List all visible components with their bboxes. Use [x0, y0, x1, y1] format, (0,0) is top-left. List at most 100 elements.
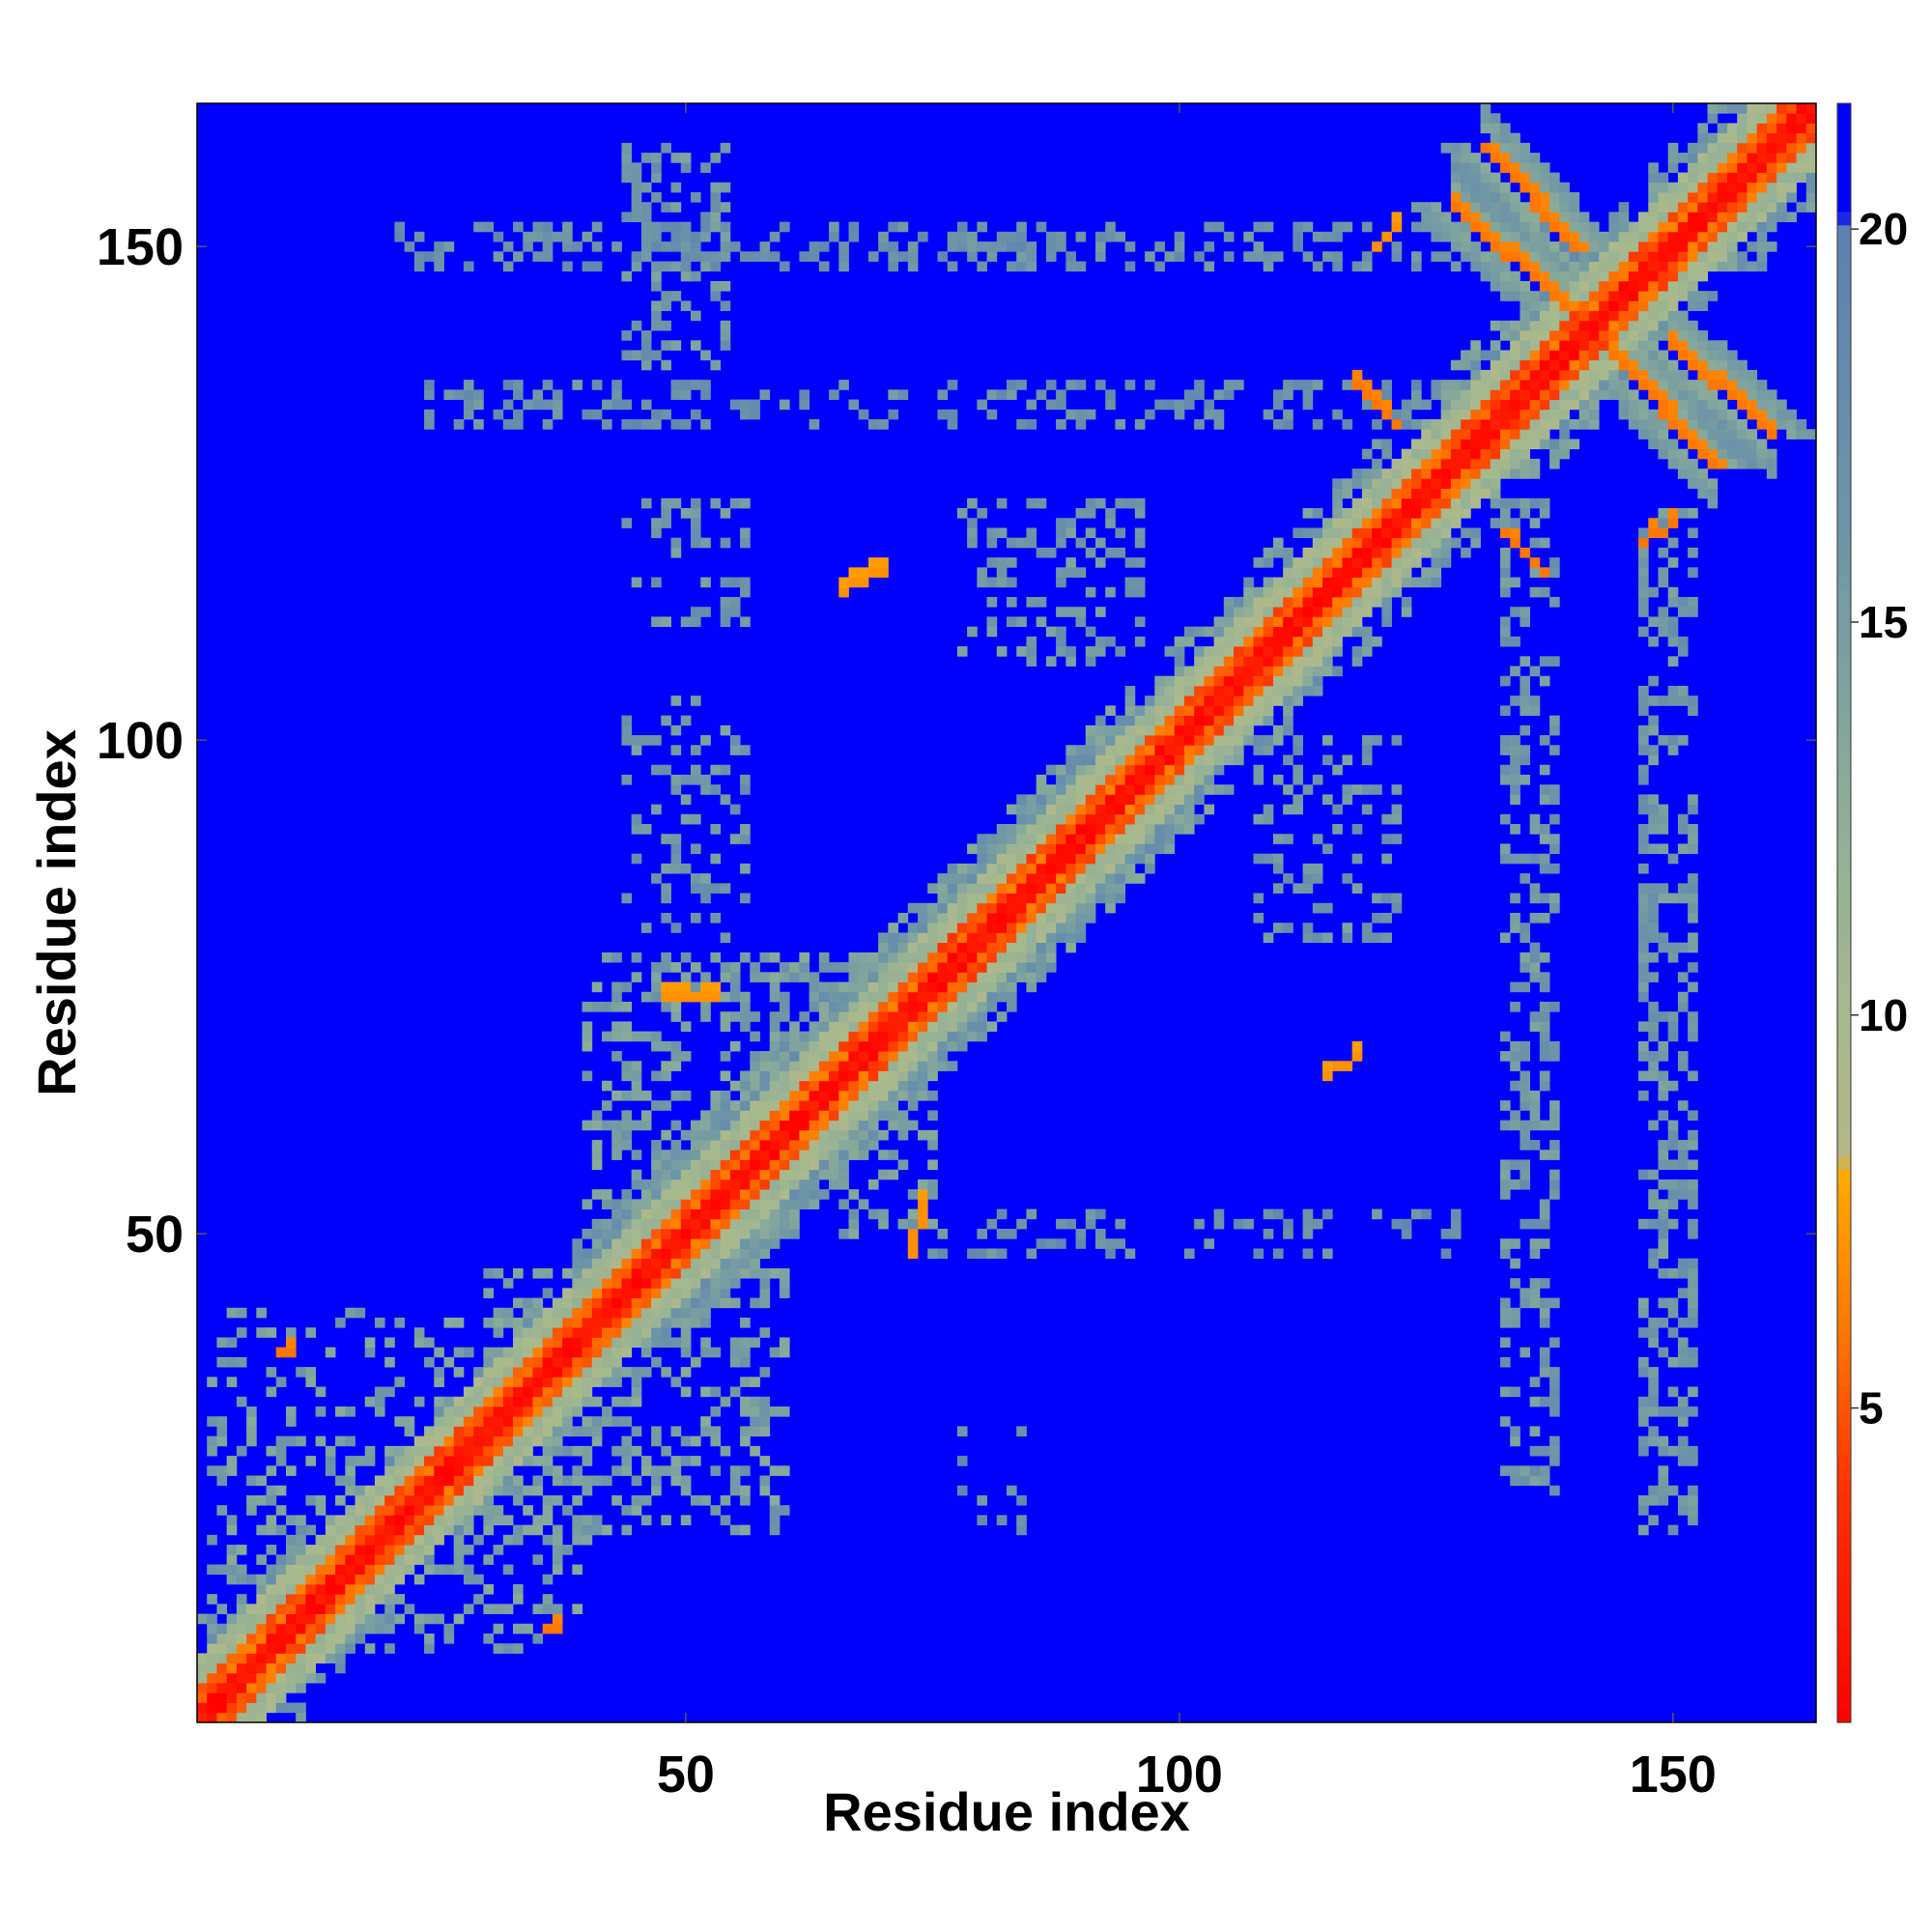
heatmap-cell	[562, 242, 573, 252]
heatmap-cell	[404, 1485, 415, 1496]
heatmap-cell	[493, 1367, 504, 1378]
heatmap-cell	[858, 1090, 869, 1101]
heatmap-cell	[769, 1100, 781, 1111]
heatmap-cell	[651, 1337, 662, 1349]
heatmap-cell	[729, 1120, 741, 1131]
heatmap-cell	[1578, 212, 1590, 223]
heatmap-cell	[1549, 172, 1560, 184]
heatmap-cell	[729, 1150, 741, 1160]
heatmap-cell	[710, 952, 722, 963]
heatmap-cell	[315, 1386, 327, 1398]
heatmap-cell	[878, 1150, 889, 1160]
heatmap-cell	[434, 1465, 444, 1476]
heatmap-cell	[897, 1031, 909, 1042]
heatmap-cell	[631, 1475, 642, 1487]
heatmap-cell	[1361, 754, 1373, 766]
heatmap-cell	[1065, 873, 1076, 884]
heatmap-cell	[434, 1456, 444, 1466]
heatmap-cell	[1510, 518, 1520, 528]
heatmap-cell	[838, 1140, 849, 1151]
heatmap-cell	[483, 1347, 494, 1358]
heatmap-cell	[680, 1347, 692, 1358]
heatmap-cell	[1263, 636, 1274, 647]
heatmap-cell	[1145, 813, 1155, 825]
heatmap-cell	[907, 1189, 919, 1200]
heatmap-cell	[275, 1692, 287, 1703]
heatmap-cell	[1026, 497, 1037, 509]
heatmap-cell	[986, 981, 998, 993]
heatmap-cell	[1677, 409, 1689, 420]
heatmap-cell	[1658, 448, 1669, 460]
heatmap-cell	[700, 1386, 711, 1398]
heatmap-cell	[1697, 439, 1708, 450]
heatmap-cell	[1322, 735, 1333, 746]
heatmap-cell	[216, 1604, 228, 1614]
heatmap-cell	[1688, 1070, 1698, 1082]
heatmap-cell	[1499, 774, 1511, 785]
heatmap-cell	[1707, 478, 1719, 489]
heatmap-cell	[542, 1318, 554, 1328]
heatmap-cell	[1174, 764, 1185, 776]
heatmap-cell	[996, 932, 1008, 944]
heatmap-cell	[463, 261, 474, 272]
heatmap-cell	[1421, 221, 1432, 233]
heatmap-cell	[1283, 547, 1293, 558]
heatmap-cell	[1648, 1001, 1659, 1012]
heatmap-cell	[740, 1485, 751, 1496]
heatmap-cell	[1263, 1229, 1274, 1239]
heatmap-cell	[1105, 389, 1116, 400]
heatmap-cell	[977, 853, 987, 865]
heatmap-cell	[463, 380, 474, 390]
heatmap-cell	[1361, 586, 1373, 598]
heatmap-cell	[700, 873, 711, 884]
heatmap-cell	[296, 1583, 306, 1595]
heatmap-cell	[1154, 399, 1165, 411]
heatmap-cell	[956, 1011, 968, 1022]
heatmap-cell	[1608, 350, 1620, 361]
heatmap-cell	[463, 1406, 474, 1417]
heatmap-cell	[1234, 636, 1244, 647]
heatmap-cell	[1461, 458, 1471, 469]
heatmap-cell	[1499, 221, 1511, 233]
heatmap-cell	[799, 1011, 810, 1022]
heatmap-cell	[750, 1208, 760, 1220]
heatmap-cell	[611, 1199, 622, 1209]
heatmap-cell	[1667, 1218, 1679, 1230]
heatmap-cell	[1677, 1318, 1689, 1328]
heatmap-cell	[1520, 873, 1531, 884]
heatmap-cell	[1638, 1524, 1649, 1536]
heatmap-cell	[1510, 1238, 1520, 1249]
heatmap-cell	[1312, 557, 1323, 568]
heatmap-cell	[1332, 596, 1343, 608]
heatmap-cell	[542, 1377, 554, 1387]
heatmap-cell	[1361, 518, 1373, 528]
heatmap-cell	[483, 1367, 494, 1378]
heatmap-cell	[413, 1485, 425, 1496]
heatmap-cell	[651, 409, 662, 420]
heatmap-cell	[611, 1377, 622, 1387]
heatmap-cell	[1440, 142, 1452, 154]
heatmap-cell	[1381, 231, 1392, 242]
heatmap-cell	[631, 735, 642, 746]
heatmap-cell	[651, 153, 662, 163]
heatmap-cell	[1490, 359, 1501, 371]
heatmap-cell	[700, 1416, 711, 1427]
heatmap-cell	[1688, 242, 1698, 252]
heatmap-cell	[937, 251, 949, 262]
heatmap-cell	[1243, 735, 1254, 746]
heatmap-cell	[1007, 380, 1017, 390]
heatmap-cell	[651, 1307, 662, 1319]
heatmap-cell	[937, 952, 949, 963]
heatmap-cell	[345, 1643, 355, 1654]
heatmap-cell	[888, 1061, 898, 1071]
heatmap-cell	[888, 1040, 898, 1052]
heatmap-cell	[1381, 380, 1392, 390]
heatmap-cell	[591, 221, 603, 233]
heatmap-cell	[621, 1021, 633, 1033]
heatmap-cell	[1440, 409, 1452, 420]
heatmap-cell	[640, 1288, 652, 1298]
heatmap-cell	[661, 242, 671, 252]
heatmap-cell	[1381, 527, 1392, 539]
heatmap-cell	[1549, 439, 1560, 450]
heatmap-cell	[1707, 399, 1719, 411]
